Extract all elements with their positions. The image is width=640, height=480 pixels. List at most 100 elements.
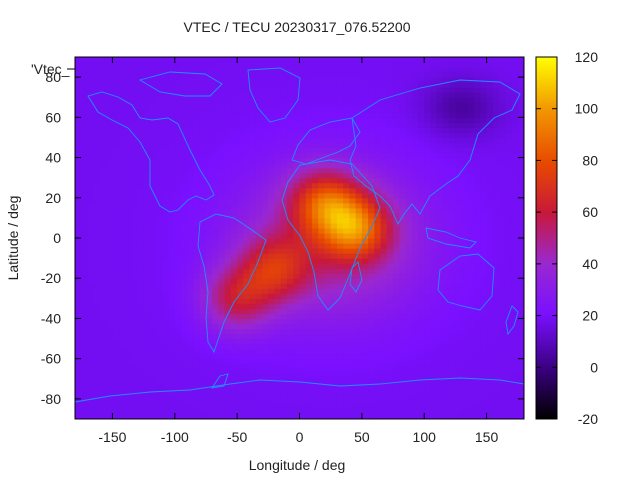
heat-cell — [99, 378, 107, 385]
heat-cell — [492, 268, 500, 274]
heat-cell — [137, 167, 145, 174]
heat-cell — [131, 182, 138, 189]
heat-cell — [237, 97, 244, 103]
heat-cell — [249, 388, 257, 395]
heat-cell — [430, 177, 438, 184]
heat-cell — [467, 127, 475, 134]
heat-cell — [262, 258, 269, 264]
heat-cell — [137, 137, 145, 144]
heat-cell — [424, 187, 432, 194]
heat-cell — [199, 328, 207, 335]
heat-cell — [492, 97, 500, 103]
heat-cell — [380, 308, 388, 315]
heat-cell — [218, 167, 226, 174]
heat-cell — [106, 152, 114, 159]
heat-cell — [318, 253, 326, 259]
heat-cell — [486, 197, 494, 204]
heat-cell — [75, 187, 82, 194]
heat-cell — [293, 152, 301, 159]
heat-cell — [262, 413, 269, 419]
heat-cell — [81, 67, 89, 73]
heat-cell — [349, 222, 357, 229]
heat-cell — [417, 182, 425, 189]
heat-cell — [118, 212, 126, 219]
heat-cell — [262, 378, 269, 385]
heat-cell — [411, 222, 419, 229]
heat-cell — [411, 338, 419, 345]
heat-cell — [442, 152, 450, 159]
heat-cell — [368, 172, 375, 179]
heat-cell — [374, 253, 382, 259]
heat-cell — [205, 363, 213, 370]
heat-cell — [467, 212, 475, 219]
heat-cell — [499, 313, 506, 320]
heat-cell — [424, 413, 432, 419]
heat-cell — [243, 343, 251, 350]
heat-cell — [255, 333, 263, 340]
heat-cell — [106, 172, 114, 179]
heat-cell — [149, 268, 157, 274]
heat-cell — [99, 62, 107, 68]
heat-cell — [474, 197, 481, 204]
heat-cell — [374, 243, 382, 249]
heat-cell — [461, 343, 469, 350]
heat-cell — [224, 177, 232, 184]
heat-cell — [349, 273, 357, 279]
heat-cell — [393, 142, 400, 149]
heat-cell — [467, 182, 475, 189]
heat-cell — [168, 323, 176, 330]
heat-cell — [212, 318, 220, 325]
heat-cell — [455, 192, 463, 199]
heat-cell — [262, 142, 269, 149]
heat-cell — [187, 278, 195, 284]
heat-cell — [480, 207, 488, 214]
heat-cell — [193, 238, 201, 244]
heat-cell — [168, 197, 176, 204]
heat-cell — [174, 147, 182, 154]
heat-cell — [305, 278, 313, 284]
heat-cell — [274, 348, 282, 355]
heat-cell — [181, 217, 188, 224]
heat-cell — [324, 137, 332, 144]
heat-cell — [99, 142, 107, 149]
heat-cell — [461, 273, 469, 279]
heat-cell — [349, 212, 357, 219]
heat-cell — [455, 313, 463, 320]
heat-cell — [99, 127, 107, 134]
heat-cell — [330, 102, 338, 108]
heat-cell — [230, 187, 238, 194]
heat-cell — [168, 298, 176, 304]
heat-cell — [274, 303, 282, 309]
heat-cell — [318, 202, 326, 209]
heat-cell — [336, 383, 344, 390]
heat-cell — [118, 343, 126, 350]
heat-cell — [455, 112, 463, 118]
heat-cell — [355, 167, 363, 174]
heat-cell — [87, 202, 95, 209]
heat-cell — [205, 162, 213, 169]
heat-cell — [124, 378, 132, 385]
heat-cell — [486, 263, 494, 269]
heat-cell — [467, 273, 475, 279]
heat-cell — [474, 117, 481, 123]
heat-cell — [199, 288, 207, 294]
heat-cell — [355, 288, 363, 294]
heat-cell — [355, 328, 363, 335]
heat-cell — [361, 232, 369, 239]
heat-cell — [499, 207, 506, 214]
heat-cell — [417, 132, 425, 139]
heat-cell — [436, 403, 444, 410]
heat-cell — [249, 222, 257, 229]
heat-cell — [274, 157, 282, 164]
heat-cell — [237, 328, 244, 335]
heat-cell — [168, 368, 176, 375]
heat-cell — [131, 137, 138, 144]
heat-cell — [124, 207, 132, 214]
heat-cell — [75, 222, 82, 229]
heat-cell — [505, 288, 513, 294]
heat-cell — [255, 278, 263, 284]
heat-cell — [467, 378, 475, 385]
heat-cell — [374, 283, 382, 289]
heat-cell — [361, 393, 369, 400]
